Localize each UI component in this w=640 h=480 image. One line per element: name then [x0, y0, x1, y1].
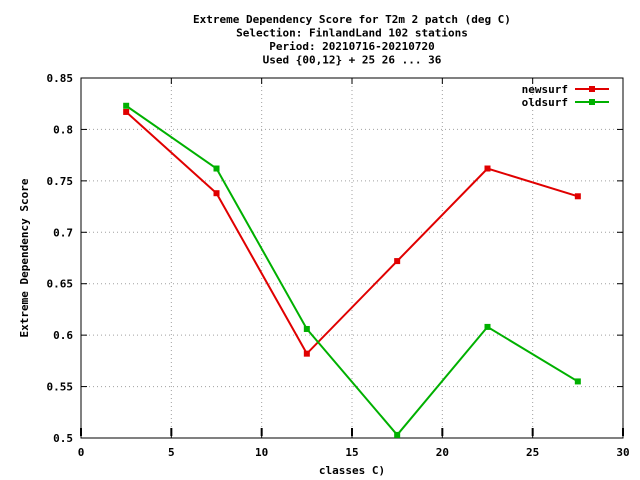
title-line: Period: 20210716-20210720: [269, 40, 435, 53]
y-tick-label: 0.5: [53, 432, 73, 445]
y-axis-ticks: 0.5 0.55 0.6 0.65 0.7 0.75 0.8 0.85: [47, 72, 623, 445]
x-axis-label: classes C): [319, 464, 385, 477]
data-point-oldsurf: [484, 323, 491, 330]
y-tick-label: 0.8: [53, 123, 73, 136]
x-tick-label: 0: [78, 446, 85, 459]
series-line-oldsurf: [125, 104, 579, 437]
data-point-oldsurf: [123, 102, 130, 109]
y-tick-label: 0.7: [53, 226, 73, 239]
data-point-newsurf: [123, 108, 130, 115]
x-axis-ticks: 0 5 10 15 20 25 30: [78, 78, 630, 459]
title-line: Selection: FinlandLand 102 stations: [236, 27, 468, 40]
legend-marker-oldsurf: [589, 99, 595, 105]
legend-label-oldsurf: oldsurf: [522, 96, 568, 109]
data-point-newsurf: [213, 190, 220, 197]
legend-marker-newsurf: [589, 86, 595, 92]
x-tick-label: 25: [526, 446, 539, 459]
x-tick-label: 15: [345, 446, 358, 459]
data-point-newsurf: [484, 165, 491, 172]
x-tick-label: 10: [255, 446, 268, 459]
legend-label-newsurf: newsurf: [522, 83, 568, 96]
x-tick-label: 30: [616, 446, 629, 459]
y-tick-label: 0.85: [47, 72, 74, 85]
y-tick-label: 0.75: [47, 175, 74, 188]
data-point-newsurf: [394, 258, 401, 265]
chart-title: Extreme Dependency Score for T2m 2 patch…: [193, 13, 511, 67]
data-point-oldsurf: [574, 378, 581, 385]
title-line: Extreme Dependency Score for T2m 2 patch…: [193, 13, 511, 26]
data-point-oldsurf: [213, 165, 220, 172]
y-tick-label: 0.6: [53, 329, 73, 342]
title-line: Used {00,12} + 25 26 ... 36: [263, 54, 442, 67]
data-point-newsurf: [574, 193, 581, 200]
x-tick-label: 20: [436, 446, 449, 459]
data-series: [123, 102, 581, 438]
y-axis-label: Extreme Dependency Score: [18, 178, 31, 337]
y-tick-label: 0.65: [47, 278, 74, 291]
data-point-oldsurf: [394, 431, 401, 438]
series-line-newsurf: [125, 111, 579, 356]
grid-lines: [81, 78, 623, 438]
x-tick-label: 5: [168, 446, 175, 459]
data-point-newsurf: [303, 350, 310, 357]
y-tick-label: 0.55: [47, 381, 74, 394]
data-point-oldsurf: [303, 325, 310, 332]
